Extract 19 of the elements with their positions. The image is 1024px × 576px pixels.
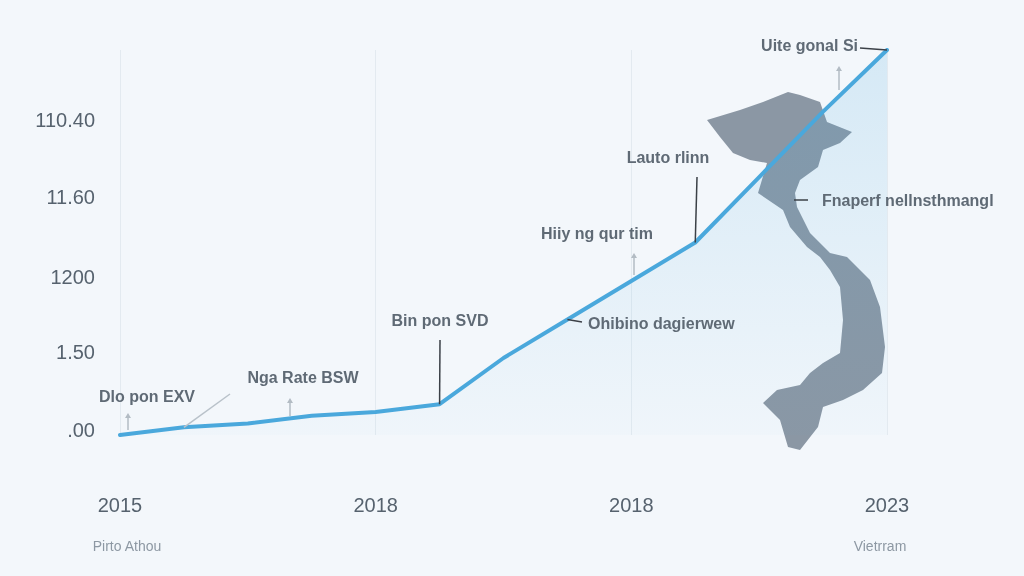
annotation: 1.50 [56,341,95,363]
x-tick-label: 2015 [97,494,143,516]
annotation: Lauto rlinn [626,149,710,166]
text: Pirto Athou [92,538,162,554]
x-tick-label: 2023 [864,494,910,516]
x-tick-label: 2018 [353,494,398,516]
text: Vietrram [853,538,907,554]
annotation: Uite gonal Si [761,37,858,54]
x-tick-label: 2018 [609,494,654,516]
annotation: Ohibino dagierwew [588,315,736,332]
annotation: Nga Rate BSW [247,369,360,386]
annotation: 11.60 [46,186,95,208]
annotation: 1200 [50,266,95,288]
annotation: Fnaperf nellnsthmangl [822,192,994,209]
annotation: Bin pon SVD [391,312,489,329]
annotation: .00 [67,419,95,441]
annotation: Hiiy ng qur tim [541,225,653,242]
annotation: 110.40 [35,109,95,131]
annotation: Dlo pon EXV [99,388,196,405]
